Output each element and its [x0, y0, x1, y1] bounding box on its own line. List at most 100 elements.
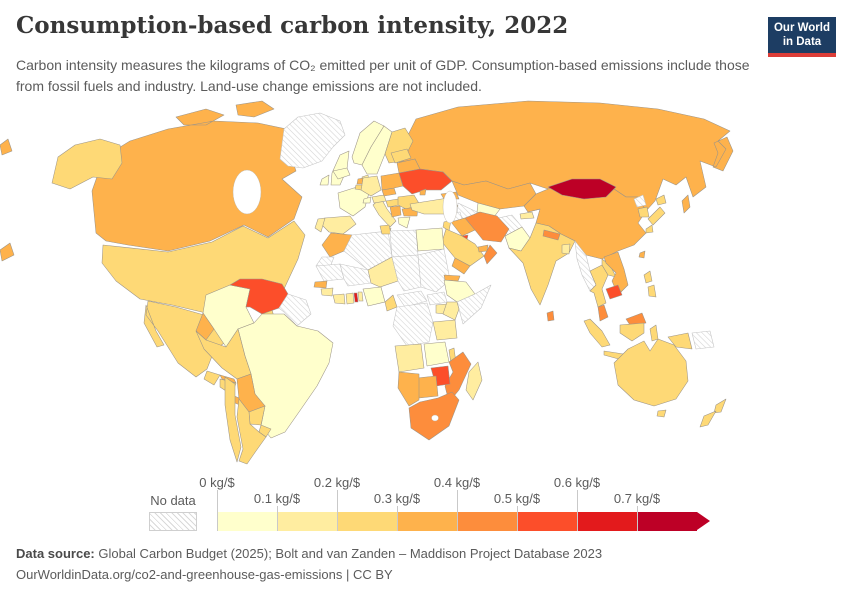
legend-arrow: [697, 512, 710, 530]
country-mali[interactable]: [339, 263, 372, 287]
country-argentina[interactable]: [236, 398, 267, 465]
legend-tick-label: 0.4 kg/$: [433, 475, 481, 490]
owid-logo[interactable]: Our World in Data: [768, 17, 836, 57]
country-japan[interactable]: [645, 194, 667, 234]
country-yemen[interactable]: [451, 257, 471, 275]
country-netherlands[interactable]: [356, 177, 364, 185]
country-guatemala[interactable]: [203, 370, 221, 386]
country-australia[interactable]: [613, 338, 689, 418]
country-sudan[interactable]: [417, 248, 451, 293]
country-namibia[interactable]: [397, 371, 420, 407]
lesotho: [431, 414, 439, 422]
country-iceland[interactable]: [332, 167, 351, 180]
country-zambia[interactable]: [423, 341, 450, 367]
country-serbia[interactable]: [389, 205, 402, 218]
country-mauritania[interactable]: [315, 263, 345, 282]
country-drc[interactable]: [392, 302, 434, 347]
country-benin[interactable]: [357, 291, 364, 302]
legend-bin-5[interactable]: [517, 512, 577, 531]
country-baltic-states[interactable]: [390, 148, 412, 164]
legend-tick-line: [337, 490, 338, 531]
country-morocco[interactable]: [321, 232, 353, 258]
hudson-bay: [232, 169, 262, 215]
legend-tick-label: 0.5 kg/$: [493, 491, 541, 506]
legend-tick-line: [277, 506, 278, 531]
country-belgium[interactable]: [354, 184, 363, 191]
country-senegal[interactable]: [313, 280, 328, 289]
legend-bin-7[interactable]: [637, 512, 697, 531]
legend-tick-label: 0 kg/$: [199, 475, 235, 490]
legend-bin-6[interactable]: [577, 512, 637, 531]
country-greece[interactable]: [397, 216, 411, 229]
country-angola[interactable]: [394, 343, 425, 373]
country-ivory-coast[interactable]: [332, 293, 346, 305]
country-chile[interactable]: [224, 376, 242, 463]
world-map: [0, 100, 734, 465]
country-india[interactable]: [508, 222, 576, 306]
footer-source-text: Global Carbon Budget (2025); Bolt and va…: [94, 546, 603, 561]
country-mongolia[interactable]: [547, 178, 617, 200]
country-switzerland[interactable]: [362, 196, 372, 204]
legend-bin-2[interactable]: [337, 512, 397, 531]
country-tajikistan[interactable]: [519, 211, 535, 220]
country-madagascar[interactable]: [465, 361, 483, 401]
country-kenya[interactable]: [442, 301, 460, 321]
country-tunisia[interactable]: [379, 224, 392, 235]
country-peru[interactable]: [195, 328, 252, 380]
country-cameroon[interactable]: [384, 294, 398, 312]
country-philippines[interactable]: [643, 270, 657, 298]
country-uae[interactable]: [477, 244, 489, 253]
legend-tick-line: [517, 506, 518, 531]
country-indonesia[interactable]: [583, 318, 693, 362]
country-south-sudan[interactable]: [426, 291, 448, 306]
country-nigeria[interactable]: [362, 286, 386, 307]
chart-subtitle: Carbon intensity measures the kilograms …: [16, 57, 750, 94]
country-taiwan[interactable]: [638, 250, 646, 259]
owid-logo-line2: in Data: [782, 36, 822, 49]
country-togo[interactable]: [353, 292, 359, 303]
country-greenland[interactable]: [279, 112, 346, 169]
country-libya[interactable]: [389, 229, 419, 258]
legend-bin-3[interactable]: [397, 512, 457, 531]
country-south-korea[interactable]: [637, 206, 650, 218]
country-botswana[interactable]: [416, 375, 439, 399]
legend-bin-1[interactable]: [277, 512, 337, 531]
country-portugal[interactable]: [314, 217, 326, 233]
chart-title: Consumption-based carbon intensity, 2022: [16, 12, 569, 39]
legend-bin-4[interactable]: [457, 512, 517, 531]
country-oman[interactable]: [483, 244, 498, 265]
country-iran[interactable]: [464, 211, 510, 243]
legend-tick-label: 0.3 kg/$: [373, 491, 421, 506]
legend-tick-label: 0.6 kg/$: [553, 475, 601, 490]
country-poland[interactable]: [380, 172, 404, 191]
country-malaysia[interactable]: [597, 304, 647, 326]
country-canada[interactable]: [91, 100, 311, 252]
caspian-sea: [442, 190, 458, 224]
country-united-states-alaska[interactable]: [51, 138, 123, 190]
country-chad[interactable]: [391, 254, 422, 292]
country-kazakhstan[interactable]: [451, 180, 537, 210]
country-guinea[interactable]: [320, 287, 334, 297]
country-cambodia[interactable]: [605, 284, 623, 300]
country-north-korea[interactable]: [633, 194, 647, 208]
country-russia[interactable]: [0, 100, 734, 262]
legend-tick-label: 0.1 kg/$: [253, 491, 301, 506]
country-saudi-arabia[interactable]: [441, 228, 485, 267]
country-tanzania[interactable]: [432, 319, 458, 341]
country-bangladesh[interactable]: [561, 243, 571, 255]
country-papua-new-guinea[interactable]: [691, 330, 715, 350]
country-ghana[interactable]: [345, 292, 355, 305]
legend-no-data-swatch: [149, 512, 197, 531]
country-ireland[interactable]: [319, 174, 330, 186]
country-egypt[interactable]: [415, 227, 445, 252]
country-moldova[interactable]: [419, 188, 427, 196]
country-nepal[interactable]: [542, 229, 561, 241]
country-new-zealand[interactable]: [699, 398, 727, 428]
country-sri-lanka[interactable]: [546, 310, 555, 322]
footer-source-line: Data source: Global Carbon Budget (2025)…: [16, 546, 602, 561]
legend-bin-0[interactable]: [217, 512, 277, 531]
country-central-african-republic[interactable]: [396, 290, 428, 308]
country-spain[interactable]: [320, 215, 357, 235]
footer-link-line[interactable]: OurWorldinData.org/co2-and-greenhouse-ga…: [16, 567, 393, 582]
legend-tick-label: 0.7 kg/$: [613, 491, 661, 506]
